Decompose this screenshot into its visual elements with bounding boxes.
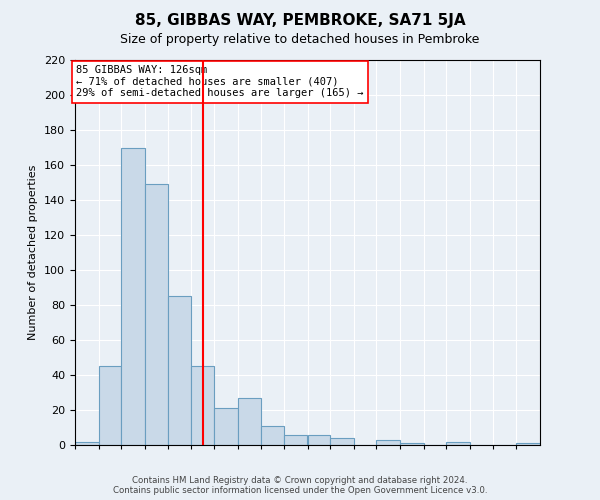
Bar [75,442,99,445]
Y-axis label: Number of detached properties: Number of detached properties [28,165,38,340]
Bar [145,184,167,445]
Bar [284,434,307,445]
Bar [330,438,354,445]
Bar [516,444,540,445]
Bar [167,296,191,445]
Bar [238,398,261,445]
Text: Size of property relative to detached houses in Pembroke: Size of property relative to detached ho… [121,32,479,46]
Bar [121,148,145,445]
Bar [99,366,121,445]
Bar [308,434,330,445]
Text: 85, GIBBAS WAY, PEMBROKE, SA71 5JA: 85, GIBBAS WAY, PEMBROKE, SA71 5JA [134,12,466,28]
Bar [376,440,400,445]
Bar [446,442,470,445]
Bar [400,444,424,445]
Text: Contains HM Land Registry data © Crown copyright and database right 2024.
Contai: Contains HM Land Registry data © Crown c… [113,476,487,495]
Text: 85 GIBBAS WAY: 126sqm
← 71% of detached houses are smaller (407)
29% of semi-det: 85 GIBBAS WAY: 126sqm ← 71% of detached … [76,65,364,98]
Bar [214,408,238,445]
Bar [191,366,214,445]
Bar [261,426,284,445]
